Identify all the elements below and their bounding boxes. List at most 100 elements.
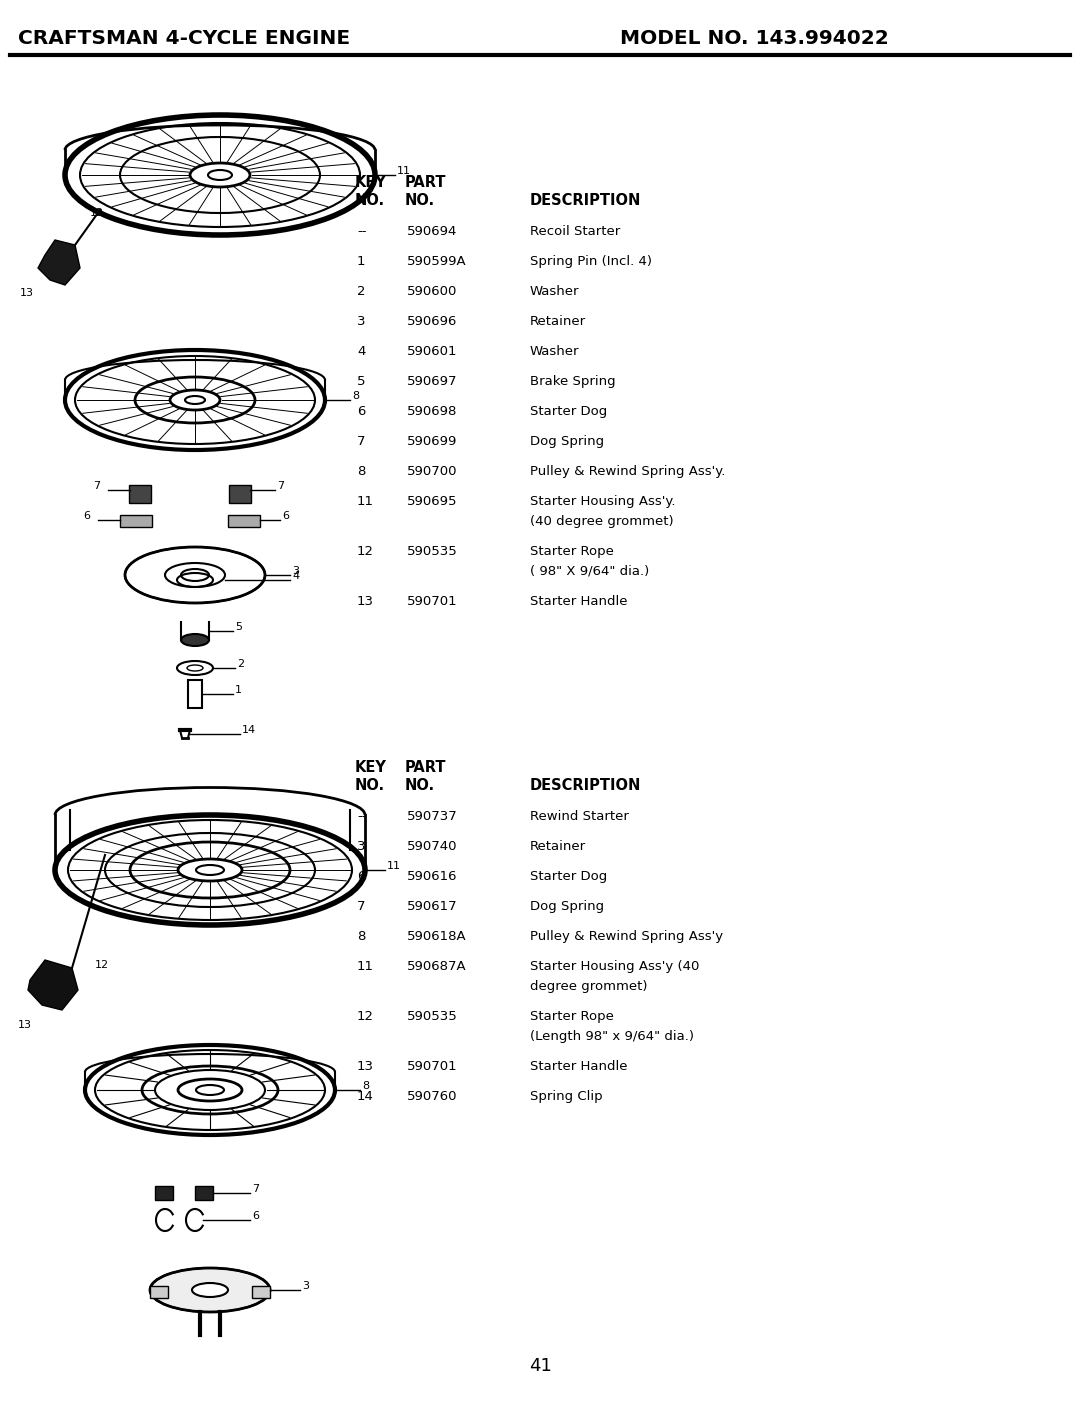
Text: 8: 8 [352, 391, 360, 401]
Text: --: -- [357, 810, 366, 823]
Text: 590699: 590699 [407, 435, 457, 449]
Text: 14: 14 [357, 1089, 374, 1103]
Text: Recoil Starter: Recoil Starter [530, 224, 620, 238]
Bar [156, 1186, 173, 1200]
Text: 11: 11 [357, 960, 374, 973]
Text: Pulley & Rewind Spring Ass'y: Pulley & Rewind Spring Ass'y [530, 930, 724, 944]
Ellipse shape [125, 547, 265, 603]
Text: 8: 8 [357, 465, 365, 478]
Text: 1: 1 [235, 686, 242, 695]
Text: PART: PART [405, 175, 446, 191]
Text: 13: 13 [18, 1021, 32, 1030]
Text: Starter Handle: Starter Handle [530, 594, 627, 608]
Text: 5: 5 [357, 374, 365, 388]
Text: Spring Pin (Incl. 4): Spring Pin (Incl. 4) [530, 255, 652, 268]
Text: Starter Rope: Starter Rope [530, 545, 613, 558]
Text: 12: 12 [357, 545, 374, 558]
Text: MODEL NO. 143.994022: MODEL NO. 143.994022 [620, 29, 889, 48]
Bar [228, 515, 260, 527]
Text: Retainer: Retainer [530, 315, 586, 328]
Text: CRAFTSMAN 4-CYCLE ENGINE: CRAFTSMAN 4-CYCLE ENGINE [18, 29, 350, 48]
Text: degree grommet): degree grommet) [530, 980, 648, 993]
Text: 11: 11 [357, 495, 374, 508]
Ellipse shape [165, 564, 225, 587]
Text: 11: 11 [397, 165, 411, 177]
Bar [120, 515, 152, 527]
Polygon shape [28, 960, 78, 1009]
FancyBboxPatch shape [129, 485, 151, 503]
Text: Starter Housing Ass'y (40: Starter Housing Ass'y (40 [530, 960, 700, 973]
Text: 590617: 590617 [407, 900, 458, 913]
Text: Spring Clip: Spring Clip [530, 1089, 603, 1103]
Text: ( 98" X 9/64" dia.): ( 98" X 9/64" dia.) [530, 565, 649, 578]
Text: PART: PART [405, 760, 446, 775]
Text: 4: 4 [357, 345, 365, 358]
Text: 590760: 590760 [407, 1089, 458, 1103]
Text: 590737: 590737 [407, 810, 458, 823]
Text: NO.: NO. [355, 778, 386, 794]
Text: 8: 8 [357, 930, 365, 944]
Text: Brake Spring: Brake Spring [530, 374, 616, 388]
Text: 590740: 590740 [407, 840, 458, 852]
Text: 2: 2 [357, 285, 365, 299]
Text: 3: 3 [357, 315, 365, 328]
Text: NO.: NO. [405, 193, 435, 207]
Text: 590535: 590535 [407, 1009, 458, 1023]
Text: 590618A: 590618A [407, 930, 467, 944]
FancyBboxPatch shape [229, 485, 251, 503]
Text: Retainer: Retainer [530, 840, 586, 852]
Text: Starter Housing Ass'y.: Starter Housing Ass'y. [530, 495, 675, 508]
Text: 590700: 590700 [407, 465, 458, 478]
Bar [188, 680, 202, 708]
Text: 8: 8 [362, 1081, 369, 1091]
Text: KEY: KEY [355, 760, 387, 775]
Text: --: -- [357, 224, 366, 238]
Text: Starter Rope: Starter Rope [530, 1009, 613, 1023]
Text: 7: 7 [357, 900, 365, 913]
Text: 13: 13 [21, 287, 33, 299]
Text: 6: 6 [357, 871, 365, 883]
Text: Starter Dog: Starter Dog [530, 871, 607, 883]
Text: KEY: KEY [355, 175, 387, 191]
Text: 7: 7 [252, 1185, 259, 1195]
Text: 590695: 590695 [407, 495, 458, 508]
Text: 12: 12 [90, 207, 104, 217]
Text: 590694: 590694 [407, 224, 457, 238]
Text: 590599A: 590599A [407, 255, 467, 268]
Bar [252, 1286, 270, 1298]
Text: 13: 13 [357, 594, 374, 608]
Text: DESCRIPTION: DESCRIPTION [530, 778, 642, 794]
Text: NO.: NO. [405, 778, 435, 794]
Text: 6: 6 [252, 1211, 259, 1221]
Text: 590698: 590698 [407, 405, 457, 418]
Text: Starter Handle: Starter Handle [530, 1060, 627, 1073]
Text: 7: 7 [357, 435, 365, 449]
Bar [150, 1286, 168, 1298]
Text: 590600: 590600 [407, 285, 457, 299]
Text: Dog Spring: Dog Spring [530, 435, 604, 449]
Text: 590535: 590535 [407, 545, 458, 558]
Text: 4: 4 [292, 571, 299, 580]
Text: DESCRIPTION: DESCRIPTION [530, 193, 642, 207]
Text: 590701: 590701 [407, 1060, 458, 1073]
Ellipse shape [150, 1267, 270, 1312]
Ellipse shape [192, 1283, 228, 1297]
Text: 6: 6 [282, 510, 289, 522]
Text: 590697: 590697 [407, 374, 458, 388]
Text: 590687A: 590687A [407, 960, 467, 973]
Ellipse shape [181, 634, 210, 646]
Text: 13: 13 [357, 1060, 374, 1073]
Text: 12: 12 [95, 960, 109, 970]
Text: 3: 3 [292, 566, 299, 576]
Bar [195, 1186, 213, 1200]
Text: Rewind Starter: Rewind Starter [530, 810, 629, 823]
Text: Dog Spring: Dog Spring [530, 900, 604, 913]
Text: 5: 5 [235, 622, 242, 632]
Text: 590601: 590601 [407, 345, 458, 358]
Text: Pulley & Rewind Spring Ass'y.: Pulley & Rewind Spring Ass'y. [530, 465, 726, 478]
Text: 3: 3 [302, 1281, 309, 1291]
Text: Washer: Washer [530, 285, 580, 299]
Text: 41: 41 [528, 1357, 552, 1375]
Text: 590701: 590701 [407, 594, 458, 608]
Text: 590616: 590616 [407, 871, 458, 883]
